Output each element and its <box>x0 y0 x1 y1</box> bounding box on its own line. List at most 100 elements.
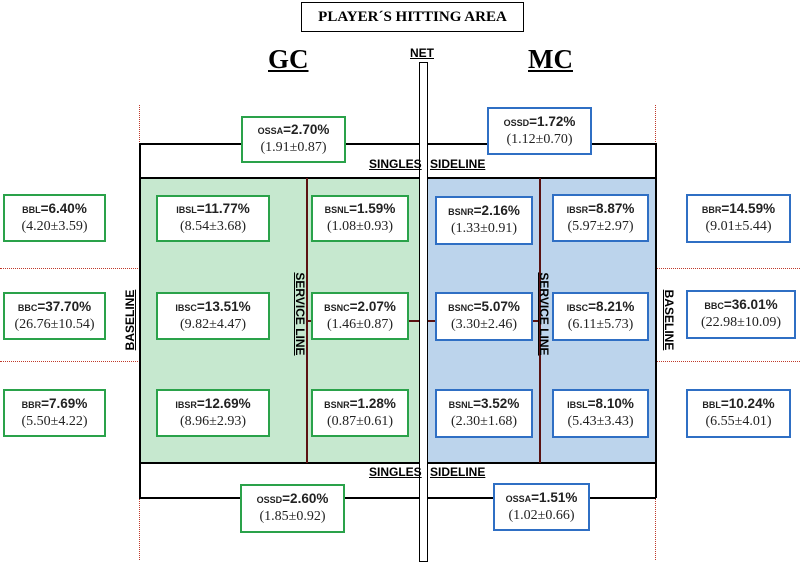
mc-bbl-abbr: BBL <box>702 400 721 411</box>
gc-ibsr-box: IBSR=12.69% (8.96±2.93) <box>156 389 270 437</box>
singles-sideline-top <box>139 177 656 179</box>
mc-bbc-pct: =36.01% <box>723 297 778 313</box>
mc-bbc-box: BBC=36.01% (22.98±10.09) <box>686 290 796 339</box>
baseline-left-line <box>139 143 141 498</box>
mc-bbr-sd: (9.01±5.44) <box>705 219 772 235</box>
gc-ibsl-abbr: IBSL <box>176 205 197 216</box>
mc-ossa-pct: =1.51% <box>531 489 578 505</box>
service-line-right <box>539 178 541 463</box>
gc-bbr-abbr: BBR <box>21 399 42 410</box>
gc-ossd-box: OSSD=2.60% (1.85±0.92) <box>240 484 345 533</box>
mc-bbr-abbr: BBR <box>701 205 722 216</box>
gc-ossd-pct: =2.60% <box>282 491 329 507</box>
baseline-right-line <box>655 143 657 498</box>
gc-bsnl-pct: =1.59% <box>349 201 396 217</box>
gc-bbc-pct: =37.70% <box>37 298 92 314</box>
gc-bsnc-box: BSNC=2.07% (1.46±0.87) <box>311 292 409 340</box>
mc-ossd-sd: (1.12±0.70) <box>506 131 573 147</box>
gc-ibsl-sd: (8.54±3.68) <box>179 219 246 235</box>
gc-bbl-sd: (4.20±3.59) <box>21 218 88 234</box>
mc-ibsc-box: IBSC=8.21% (6.11±5.73) <box>552 292 649 341</box>
diagram-title: PLAYER´S HITTING AREA <box>301 2 524 32</box>
mc-bsnr-box: BSNR=2.16% (1.33±0.91) <box>435 196 533 245</box>
gc-bsnr-abbr: BSNR <box>324 399 350 410</box>
singles-label-top: SINGLES <box>369 157 422 171</box>
mc-ibsr-sd: (5.97±2.97) <box>567 218 634 234</box>
gc-bsnc-abbr: BSNC <box>324 302 350 313</box>
gc-ibsr-sd: (8.96±2.93) <box>179 413 246 429</box>
gc-ibsc-box: IBSC=13.51% (9.82±4.47) <box>156 292 270 340</box>
mc-ibsc-sd: (6.11±5.73) <box>567 317 634 333</box>
gc-ossa-abbr: OSSA <box>257 126 284 137</box>
gc-ibsl-pct: =11.77% <box>196 201 250 217</box>
gc-bsnr-box: BSNR=1.28% (0.87±0.61) <box>311 389 409 437</box>
gc-bbc-box: BBC=37.70% (26.76±10.54) <box>3 292 106 340</box>
gc-ossa-sd: (1.91±0.87) <box>260 140 327 156</box>
baseline-label-right: BASELINE <box>662 289 676 351</box>
mc-ossa-sd: (1.02±0.66) <box>508 507 575 523</box>
mc-bbl-pct: =10.24% <box>720 396 775 412</box>
gc-bbr-box: BBR=7.69% (5.50±4.22) <box>3 389 106 437</box>
mc-bsnr-abbr: BSNR <box>448 207 474 218</box>
mc-ibsr-box: IBSR=8.87% (5.97±2.97) <box>552 194 649 242</box>
mc-bsnc-abbr: BSNC <box>448 303 474 314</box>
mc-bsnl-sd: (2.30±1.68) <box>450 414 517 430</box>
gc-bsnr-pct: =1.28% <box>349 395 396 411</box>
mc-ibsl-pct: =8.10% <box>587 396 634 412</box>
gc-ossa-pct: =2.70% <box>283 122 330 138</box>
gc-ibsc-sd: (9.82±4.47) <box>179 316 246 332</box>
mc-ossd-abbr: OSSD <box>503 117 530 128</box>
gc-bsnc-sd: (1.46±0.87) <box>326 316 393 332</box>
mc-ossd-pct: =1.72% <box>529 113 576 129</box>
gc-bbl-box: BBL=6.40% (4.20±3.59) <box>3 194 106 242</box>
mc-ibsl-sd: (5.43±3.43) <box>567 414 634 430</box>
mc-ossa-box: OSSA=1.51% (1.02±0.66) <box>493 483 590 531</box>
singles-label-bottom: SINGLES <box>369 465 422 479</box>
net-label: NET <box>410 46 434 60</box>
gc-ossd-sd: (1.85±0.92) <box>259 509 326 525</box>
gc-ibsr-pct: =12.69% <box>196 395 251 411</box>
gc-bbl-abbr: BBL <box>22 204 41 215</box>
gc-bbl-pct: =6.40% <box>40 200 87 216</box>
singles-sideline-bottom <box>139 462 656 464</box>
gc-bsnl-sd: (1.08±0.93) <box>326 219 393 235</box>
mc-bbc-abbr: BBC <box>704 301 724 312</box>
mc-bbr-box: BBR=14.59% (9.01±5.44) <box>686 194 791 243</box>
mc-bsnr-pct: =2.16% <box>473 203 520 219</box>
mc-bbr-pct: =14.59% <box>721 201 776 217</box>
mc-ibsc-abbr: IBSC <box>566 303 589 314</box>
net <box>419 62 428 562</box>
mc-bsnl-pct: =3.52% <box>473 396 520 412</box>
gc-ibsc-pct: =13.51% <box>196 298 251 314</box>
gc-ibsl-box: IBSL=11.77% (8.54±3.68) <box>156 195 270 242</box>
mc-ibsl-box: IBSL=8.10% (5.43±3.43) <box>552 389 649 438</box>
mc-bsnc-box: BSNC=5.07% (3.30±2.46) <box>435 292 533 341</box>
mc-ibsr-pct: =8.87% <box>588 200 635 216</box>
mc-bbc-sd: (22.98±10.09) <box>700 315 781 331</box>
mc-bbl-box: BBL=10.24% (6.55±4.01) <box>686 389 791 438</box>
sideline-label-top: SIDELINE <box>430 157 486 171</box>
mc-bsnr-sd: (1.33±0.91) <box>450 221 517 237</box>
gc-bbr-pct: =7.69% <box>41 395 88 411</box>
mc-bbl-sd: (6.55±4.01) <box>705 414 772 430</box>
gc-bsnr-sd: (0.87±0.61) <box>326 413 393 429</box>
mc-bsnl-box: BSNL=3.52% (2.30±1.68) <box>435 389 533 438</box>
service-line-label-left: SERVICE LINE <box>293 272 307 356</box>
gc-ibsr-abbr: IBSR <box>175 399 197 410</box>
sideline-label-bottom: SIDELINE <box>430 465 486 479</box>
gc-ibsc-abbr: IBSC <box>175 302 197 313</box>
mc-ossa-abbr: OSSA <box>505 493 532 504</box>
gc-bsnl-box: BSNL=1.59% (1.08±0.93) <box>311 195 409 242</box>
team-mc-heading: MC <box>528 44 573 74</box>
gc-bbc-sd: (26.76±10.54) <box>14 316 95 332</box>
gc-bbr-sd: (5.50±4.22) <box>21 413 88 429</box>
doubles-sideline-top <box>139 143 656 145</box>
gc-ossa-box: OSSA=2.70% (1.91±0.87) <box>241 116 346 163</box>
doubles-sideline-bottom <box>139 497 656 499</box>
baseline-label-left: BASELINE <box>123 289 137 351</box>
gc-ossd-abbr: OSSD <box>256 495 283 506</box>
mc-ibsc-pct: =8.21% <box>588 299 635 315</box>
gc-bbc-abbr: BBC <box>17 302 38 313</box>
mc-bsnc-pct: =5.07% <box>473 299 520 315</box>
mc-ibsl-abbr: IBSL <box>567 400 588 411</box>
